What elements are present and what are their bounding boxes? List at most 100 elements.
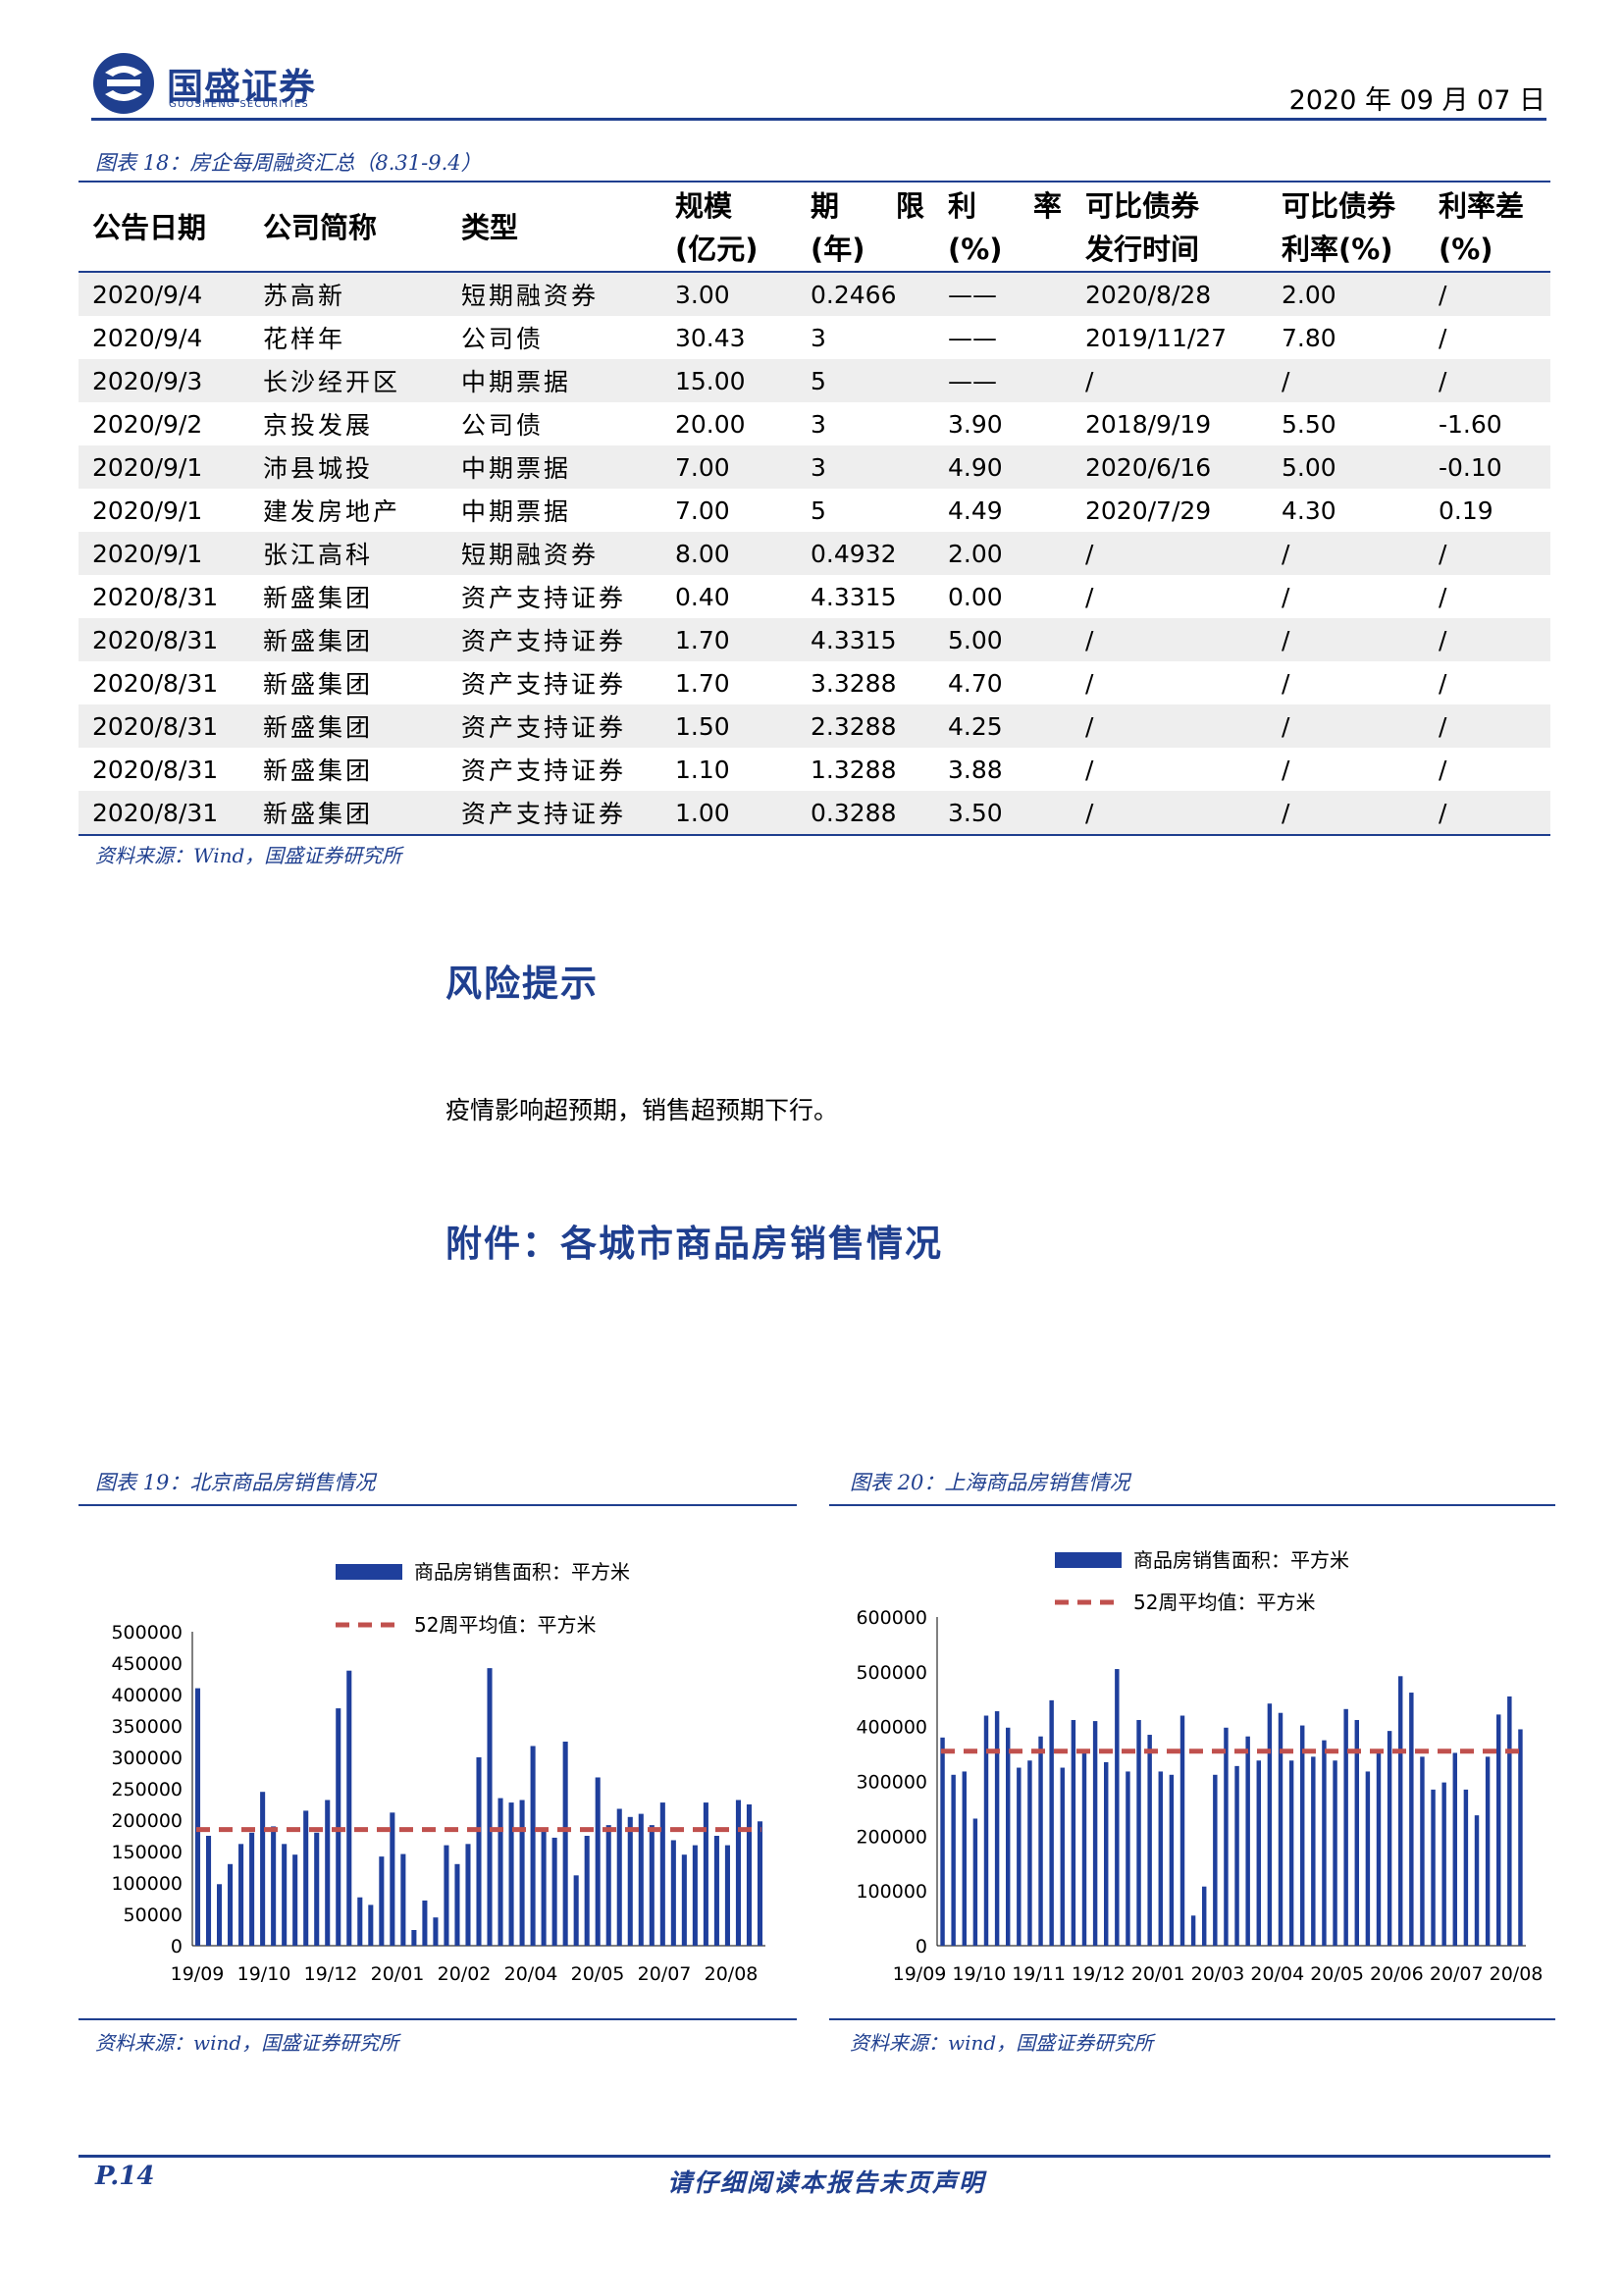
table-cell: 4.25 — [934, 704, 1072, 748]
table-cell: 7.00 — [675, 496, 730, 525]
table-cell: / — [1282, 668, 1290, 698]
table-cell: 1.70 — [675, 668, 730, 698]
y-tick-label: 100000 — [111, 1873, 183, 1895]
table-cell: 2020/7/29 — [1085, 496, 1212, 525]
column-header-line: (年) — [811, 233, 865, 266]
sales-bar — [1398, 1676, 1403, 1946]
table-cell: —— — [934, 359, 1072, 402]
sales-bar — [1049, 1699, 1054, 1946]
sales-bar — [303, 1810, 309, 1946]
table-header-row: 公告日期 公司简称 类型 规模 (亿元) 期 限 (年) 利 率 (%) 可比债券 发行时间 可比债券… — [79, 184, 1550, 272]
table-cell: 张江高科 — [249, 532, 447, 575]
table-cell: 5.00 — [1268, 445, 1425, 489]
column-header-line: 可比债券 — [1085, 189, 1200, 223]
table-cell: 2020/9/1 — [79, 445, 249, 489]
sales-bar — [357, 1897, 363, 1946]
table-cell: 2.00 — [934, 532, 1072, 575]
table-cell: 资产支持证券 — [461, 584, 627, 612]
x-tick-label: 20/03 — [1191, 1963, 1245, 1985]
sales-bar — [1322, 1740, 1327, 1947]
legend-bar-swatch — [1055, 1552, 1122, 1568]
sales-bar — [1267, 1703, 1273, 1946]
table-row: 2020/9/1 建发房地产 中期票据 7.00 5 4.49 2020/7/29 4.30 0… — [79, 489, 1550, 532]
table-cell: 1.00 — [661, 791, 797, 835]
column-header-line: 类型 — [461, 211, 519, 244]
sales-bar — [454, 1863, 460, 1946]
sales-bar — [379, 1856, 385, 1946]
sales-bar — [1452, 1752, 1457, 1946]
table-cell: 资产支持证券 — [447, 704, 661, 748]
beijing-chart-source: 资料来源：wind，国盛证券研究所 — [95, 2031, 399, 2055]
sales-bar — [1354, 1719, 1359, 1946]
table-cell: 3.3288 — [811, 668, 897, 698]
table-cell: 2020/9/4 — [79, 272, 249, 316]
column-header-line: 公司简称 — [263, 211, 378, 244]
guosheng-logo-icon — [93, 53, 154, 114]
y-tick-label: 600000 — [856, 1607, 927, 1629]
table-cell: 2020/6/16 — [1072, 445, 1268, 489]
table-row: 2020/8/31 新盛集团 资产支持证券 1.50 2.3288 4.25// / — [79, 704, 1550, 748]
sales-bar — [1256, 1760, 1261, 1946]
table-cell: / — [1439, 668, 1447, 698]
table-cell: 2020/8/31 — [79, 618, 249, 661]
sales-bar — [422, 1900, 428, 1946]
table-cell: 2018/9/19 — [1085, 409, 1212, 439]
sales-bar — [638, 1813, 644, 1946]
table-cell: 资产支持证券 — [461, 757, 627, 785]
table-cell: 2020/8/31 — [92, 755, 219, 784]
column-header-line: (%) — [948, 233, 1003, 266]
table-cell: 0.00 — [948, 582, 1003, 611]
sales-bar — [1278, 1712, 1283, 1946]
table-cell: / — [1268, 532, 1425, 575]
table-cell: 新盛集团 — [249, 704, 447, 748]
table-cell: / — [1268, 704, 1425, 748]
table-cell: -1.60 — [1439, 409, 1502, 439]
table-cell: 1.70 — [661, 618, 797, 661]
sales-bar — [1060, 1767, 1065, 1946]
x-tick-label: 20/07 — [1430, 1963, 1484, 1985]
y-tick-label: 0 — [171, 1936, 183, 1957]
sales-bar — [1409, 1693, 1414, 1946]
table-cell: 2020/8/31 — [92, 582, 219, 611]
y-tick-label: 50000 — [124, 1905, 183, 1926]
sales-bar — [444, 1845, 449, 1946]
y-tick-label: 250000 — [111, 1779, 183, 1800]
table-cell: 苏高新 — [249, 272, 447, 316]
sales-bar — [1136, 1719, 1141, 1946]
y-tick-label: 500000 — [856, 1662, 927, 1684]
sales-bar — [1288, 1760, 1294, 1946]
table-column-header: 规模 (亿元) — [661, 184, 797, 272]
y-tick-label: 200000 — [111, 1810, 183, 1832]
table-cell: 2020/9/4 — [92, 323, 203, 352]
sales-bar — [260, 1792, 266, 1946]
sales-bar — [1234, 1765, 1239, 1946]
legend-line-label: 52周平均值：平方米 — [1133, 1591, 1315, 1614]
sales-bar — [541, 1829, 547, 1946]
sales-bar — [940, 1737, 945, 1946]
sales-bar — [1245, 1736, 1250, 1946]
shanghai-source-divider — [829, 2018, 1555, 2020]
table-cell: 3 — [811, 409, 826, 439]
table-row: 2020/9/4 花样年 公司债 30.43 3 —— 2019/11/27 7.80 / — [79, 316, 1550, 359]
sales-bar — [1365, 1771, 1371, 1946]
sales-bar — [1431, 1789, 1436, 1947]
table-cell: 3 — [797, 445, 934, 489]
shanghai-chart-caption: 图表 20：上海商品房销售情况 — [850, 1471, 1130, 1494]
y-tick-label: 100000 — [856, 1881, 927, 1903]
sales-bar — [314, 1832, 320, 1946]
table-cell: 2020/9/2 — [92, 409, 203, 439]
sales-bar — [1311, 1756, 1316, 1946]
table-source-note: 资料来源：Wind，国盛证券研究所 — [95, 844, 402, 867]
table-cell: 20.00 — [675, 409, 746, 439]
risk-section-text: 疫情影响超预期，销售超预期下行。 — [445, 1096, 839, 1124]
sales-bar — [951, 1774, 956, 1946]
sales-bar — [1485, 1756, 1491, 1946]
sales-bar — [713, 1836, 719, 1946]
table-cell: / — [1268, 791, 1425, 835]
x-tick-label: 20/05 — [571, 1963, 625, 1985]
table-cell: —— — [948, 323, 997, 352]
table-cell: 0.40 — [675, 582, 730, 611]
table-cell: 公司债 — [461, 325, 545, 353]
table-row: 2020/8/31 新盛集团 资产支持证券 1.70 4.3315 5.00// / — [79, 618, 1550, 661]
sales-bar — [746, 1804, 753, 1946]
